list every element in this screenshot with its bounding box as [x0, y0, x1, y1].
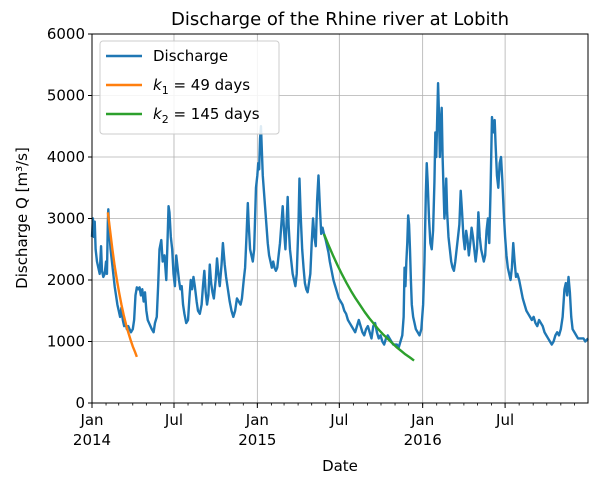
x-tick-year-label: 2014: [73, 431, 111, 449]
y-tick-label: 3000: [47, 210, 85, 228]
axis-ticks: 0 1000 2000 3000 4000 5000 6000 Jan 2014 Jul Jan 20…: [47, 25, 575, 449]
legend: Discharge k1 = 49 days k2 = 145 days: [99, 40, 280, 135]
x-tick-label: Jan: [245, 411, 269, 429]
legend-label: k2 = 145 days: [153, 105, 260, 126]
x-tick-label: Jul: [164, 411, 183, 429]
x-tick-label: Jul: [329, 411, 348, 429]
x-tick-label: Jan: [79, 411, 103, 429]
y-tick-label: 1000: [47, 333, 85, 351]
k2-recession-line: [322, 233, 415, 362]
series-layer: [90, 81, 589, 362]
y-tick-label: 5000: [47, 87, 85, 105]
x-tick-year-label: 2015: [238, 431, 276, 449]
legend-box: [99, 40, 280, 135]
k1-recession-line: [106, 212, 138, 358]
x-tick-label: Jan: [410, 411, 434, 429]
y-tick-label: 2000: [47, 271, 85, 289]
legend-label: Discharge: [153, 47, 228, 65]
x-tick-label: Jul: [495, 411, 514, 429]
y-tick-label: 4000: [47, 148, 85, 166]
y-tick-label: 6000: [47, 25, 85, 43]
x-tick-year-label: 2016: [404, 431, 442, 449]
x-axis-label: Date: [322, 457, 358, 475]
y-axis-label: Discharge Q [m³/s]: [13, 147, 31, 289]
chart-title: Discharge of the Rhine river at Lobith: [171, 9, 509, 30]
y-tick-label: 0: [75, 394, 85, 412]
plot-frame: [91, 33, 589, 404]
legend-label: k1 = 49 days: [153, 76, 250, 97]
